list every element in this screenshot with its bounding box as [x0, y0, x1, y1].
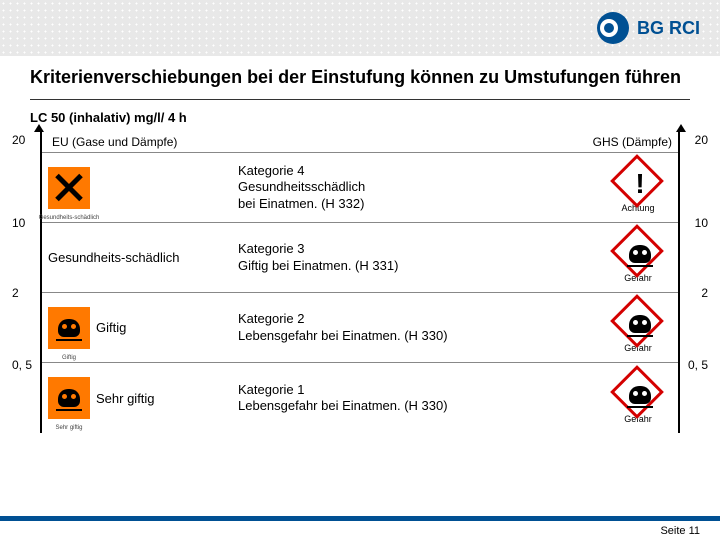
col-header-ghs: GHS (Dämpfe)	[578, 135, 678, 149]
ghs-skull-icon	[618, 302, 658, 342]
page-number: Seite 11	[660, 525, 700, 537]
row-kat1: Sehr giftig Sehr giftig Kategorie 1 Lebe…	[42, 363, 678, 433]
chart-header: 20 20 EU (Gase und Dämpfe) GHS (Dämpfe)	[42, 131, 678, 153]
row-kat4: 10 10 Gesundheits-schädlich Kategorie 4 …	[42, 153, 678, 223]
category-text-3: Kategorie 3 Giftig bei Einatmen. (H 331)	[232, 233, 598, 283]
category-text-2: Kategorie 2 Lebensgefahr bei Einatmen. (…	[232, 303, 598, 353]
col-header-eu: EU (Gase und Dämpfe)	[42, 135, 232, 149]
scale-right-20: 20	[695, 133, 708, 147]
classification-chart: 20 20 EU (Gase und Dämpfe) GHS (Dämpfe) …	[40, 131, 680, 433]
category-text-4: Kategorie 4 Gesundheitsschädlich bei Ein…	[232, 155, 598, 222]
scale-right-10: 10	[695, 216, 708, 230]
row-kat2: 0, 5 0, 5 Giftig Giftig Kategorie 2 Lebe…	[42, 293, 678, 363]
category-text-1: Kategorie 1 Lebensgefahr bei Einatmen. (…	[232, 374, 598, 424]
header-strip: BG RCI	[0, 0, 720, 56]
logo-text: BG RCI	[637, 18, 700, 39]
ghs-exclamation-icon: !	[618, 162, 658, 202]
logo: BG RCI	[597, 12, 700, 44]
scale-left-20: 20	[12, 133, 25, 147]
page-title: Kriterienverschiebungen bei der Einstufu…	[30, 66, 690, 100]
row-kat3: 2 2 Gesundheits-schädlich Kategorie 3 Gi…	[42, 223, 678, 293]
eu-pictogram-xn-icon: Gesundheits-schädlich	[48, 167, 90, 209]
eu-label-sehrgiftig: Sehr giftig	[96, 391, 155, 406]
ghs-skull-icon	[618, 232, 658, 272]
footer: Seite 11	[0, 516, 720, 540]
eu-label-giftig: Giftig	[96, 320, 126, 335]
chart-subtitle: LC 50 (inhalativ) mg/l/ 4 h	[30, 110, 690, 125]
ghs-skull-icon	[618, 373, 658, 413]
scale-right-05: 0, 5	[688, 358, 708, 372]
content: Kriterienverschiebungen bei der Einstufu…	[0, 56, 720, 433]
eu-pictogram-verytoxic-icon: Sehr giftig	[48, 377, 90, 419]
scale-right-2: 2	[701, 286, 708, 300]
eu-label-gesundheitsschaedlich: Gesundheits-schädlich	[48, 250, 180, 265]
scale-left-05: 0, 5	[12, 358, 32, 372]
scale-left-2: 2	[12, 286, 19, 300]
logo-icon	[597, 12, 629, 44]
eu-pictogram-toxic-icon: Giftig	[48, 307, 90, 349]
scale-left-10: 10	[12, 216, 25, 230]
